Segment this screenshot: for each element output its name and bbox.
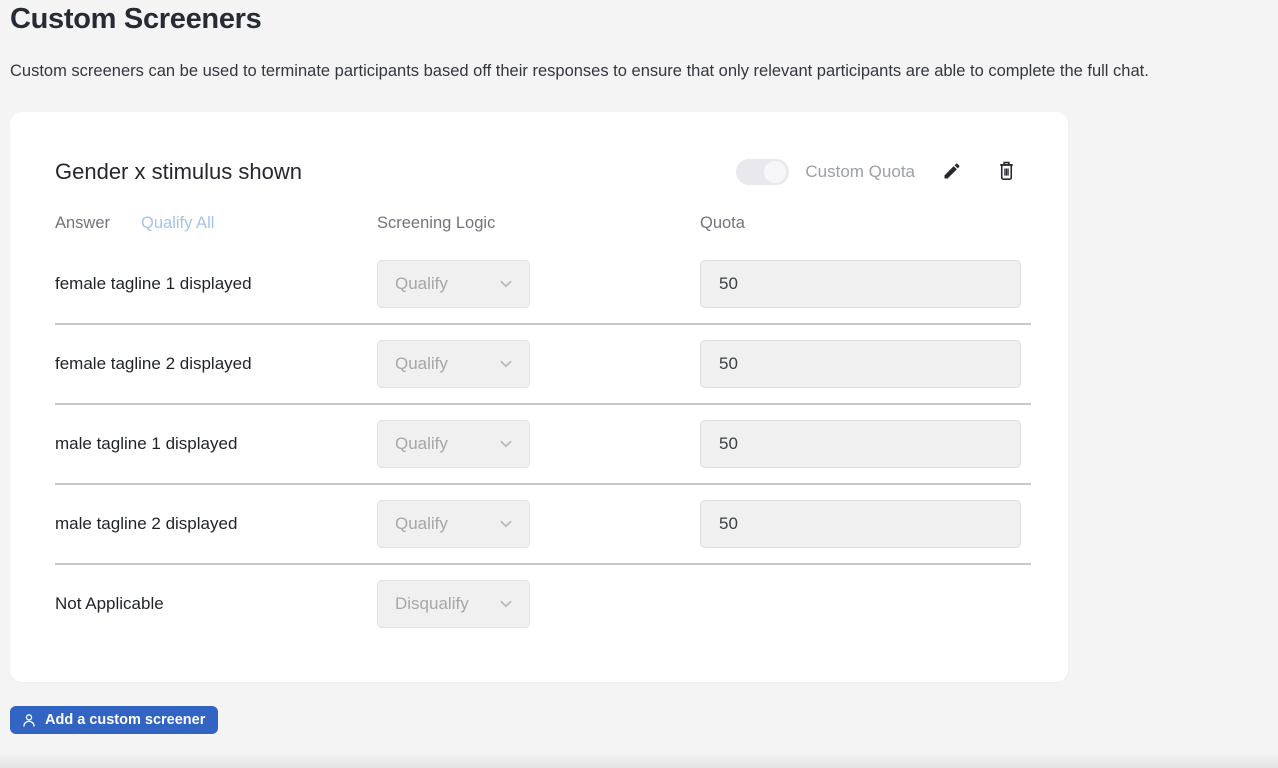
custom-quota-toggle[interactable] (736, 159, 790, 185)
bottom-shadow (0, 752, 1278, 768)
quota-cell (700, 500, 1021, 548)
chevron-down-icon (497, 435, 515, 453)
answer-label: male tagline 1 displayed (55, 434, 238, 453)
screener-card: Gender x stimulus shown Custom Quota (10, 112, 1068, 682)
quota-cell (700, 340, 1021, 388)
column-header-quota: Quota (700, 214, 745, 232)
table-row: Not Applicable Disqualify (55, 565, 1031, 643)
screener-rows: female tagline 1 displayed Qualify femal… (55, 245, 1031, 643)
column-header-screening-logic: Screening Logic (377, 214, 496, 232)
screening-logic-select[interactable]: Qualify (377, 260, 530, 308)
edit-screener-button[interactable] (939, 159, 965, 185)
answer-label: female tagline 1 displayed (55, 274, 252, 293)
add-button-label: Add a custom screener (45, 712, 206, 728)
custom-quota-label: Custom Quota (805, 162, 915, 181)
screener-card-header: Gender x stimulus shown Custom Quota (55, 156, 1031, 188)
screening-logic-value: Qualify (395, 274, 448, 293)
answer-label: male tagline 2 displayed (55, 514, 238, 533)
screening-logic-value: Disqualify (395, 594, 469, 613)
screening-logic-value: Qualify (395, 514, 448, 533)
quota-input[interactable] (700, 340, 1021, 388)
table-row: male tagline 2 displayed Qualify (55, 485, 1031, 565)
answer-header-group: Answer Qualify All (55, 214, 377, 233)
screening-logic-cell: Qualify (377, 420, 700, 468)
qualify-all-link[interactable]: Qualify All (141, 214, 215, 232)
screener-name: Gender x stimulus shown (55, 159, 302, 184)
screening-logic-value: Qualify (395, 354, 448, 373)
person-icon (21, 712, 37, 728)
answer-label: female tagline 2 displayed (55, 354, 252, 373)
quota-input[interactable] (700, 420, 1021, 468)
table-row: female tagline 1 displayed Qualify (55, 245, 1031, 325)
delete-screener-button[interactable] (993, 159, 1019, 185)
answer-label: Not Applicable (55, 594, 164, 613)
pencil-icon (942, 161, 962, 184)
column-header-answer: Answer (55, 214, 111, 232)
custom-screeners-page: Custom Screeners Custom screeners can be… (10, 3, 1149, 734)
table-row: female tagline 2 displayed Qualify (55, 325, 1031, 405)
quota-cell (700, 420, 1021, 468)
table-row: male tagline 1 displayed Qualify (55, 405, 1031, 485)
quota-input[interactable] (700, 260, 1021, 308)
add-custom-screener-button[interactable]: Add a custom screener (10, 706, 219, 734)
screening-logic-cell: Qualify (377, 260, 700, 308)
chevron-down-icon (497, 515, 515, 533)
quota-cell (700, 260, 1021, 308)
screening-logic-select[interactable]: Qualify (377, 420, 530, 468)
screening-logic-select[interactable]: Qualify (377, 340, 530, 388)
quota-input[interactable] (700, 500, 1021, 548)
screening-logic-value: Qualify (395, 434, 448, 453)
table-header-row: Answer Qualify All Screening Logic Quota (55, 214, 1031, 233)
chevron-down-icon (497, 595, 515, 613)
chevron-down-icon (497, 355, 515, 373)
screening-logic-cell: Disqualify (377, 580, 700, 628)
screening-logic-select[interactable]: Disqualify (377, 580, 530, 628)
trash-icon (997, 160, 1016, 184)
toggle-knob (764, 161, 787, 183)
screening-logic-cell: Qualify (377, 340, 700, 388)
screening-logic-cell: Qualify (377, 500, 700, 548)
page-description: Custom screeners can be used to terminat… (10, 62, 1149, 80)
chevron-down-icon (497, 275, 515, 293)
screening-logic-select[interactable]: Qualify (377, 500, 530, 548)
page-title: Custom Screeners (10, 3, 262, 35)
